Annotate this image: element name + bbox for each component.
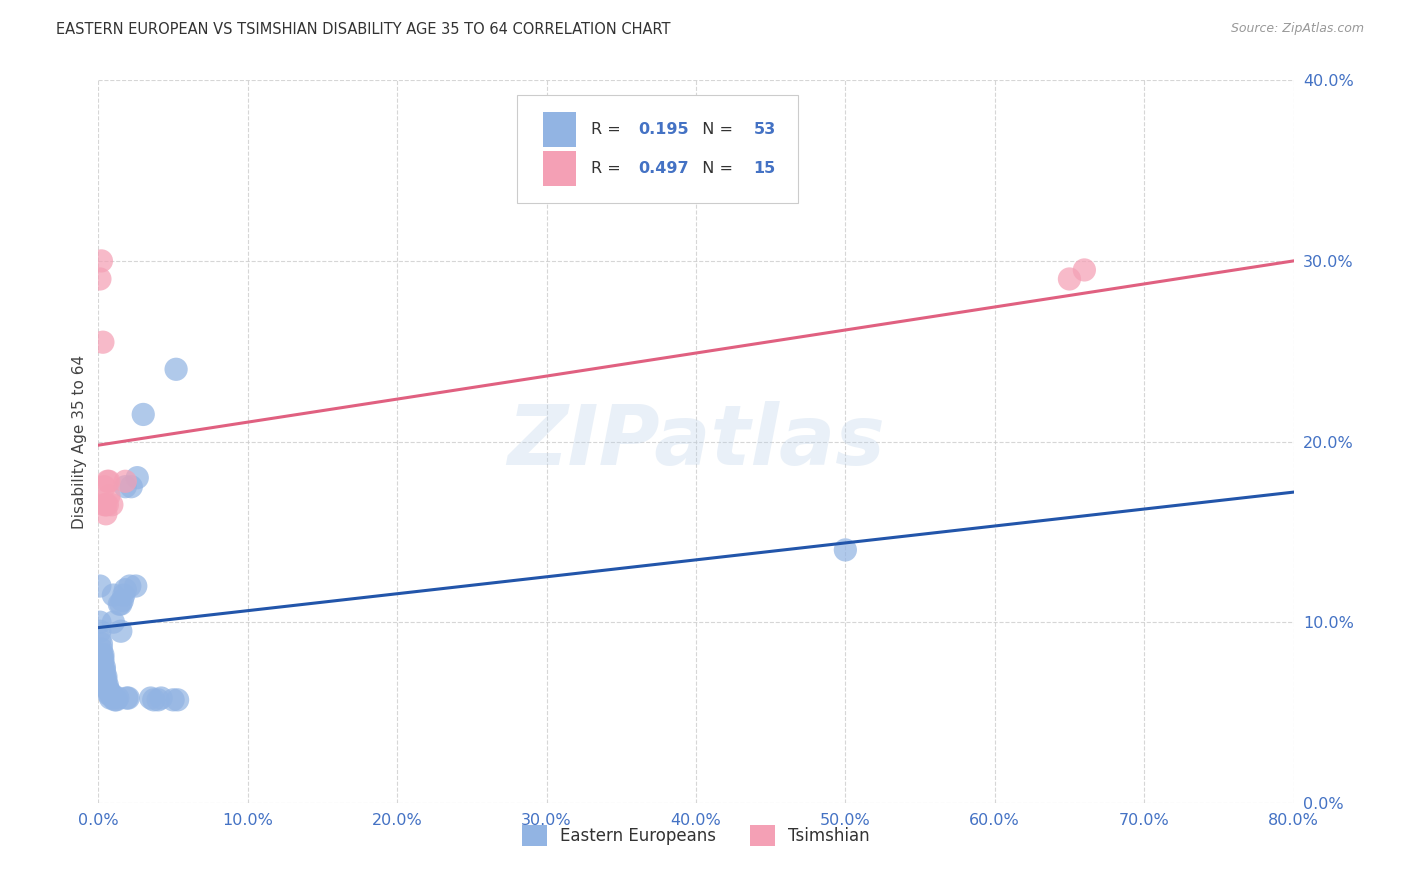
- Point: [107, 691, 129, 706]
- Point: [89, 272, 111, 286]
- Point: [150, 691, 173, 706]
- Point: [96, 678, 118, 692]
- Point: [97, 475, 120, 489]
- Point: [165, 362, 187, 376]
- Point: [93, 498, 115, 512]
- Point: [96, 475, 118, 489]
- Point: [98, 691, 122, 706]
- Point: [94, 507, 117, 521]
- Point: [93, 664, 115, 678]
- Point: [127, 471, 149, 485]
- Point: [112, 588, 135, 602]
- Point: [104, 693, 127, 707]
- Point: [103, 615, 125, 630]
- Text: R =: R =: [591, 122, 626, 136]
- Point: [97, 683, 120, 698]
- Point: [97, 489, 120, 503]
- Text: ZIPatlas: ZIPatlas: [508, 401, 884, 482]
- Point: [96, 681, 118, 696]
- Point: [1059, 272, 1081, 286]
- Y-axis label: Disability Age 35 to 64: Disability Age 35 to 64: [72, 354, 87, 529]
- Point: [101, 498, 124, 512]
- Point: [166, 693, 188, 707]
- Point: [90, 254, 112, 268]
- Text: 0.195: 0.195: [638, 122, 689, 136]
- Point: [103, 588, 125, 602]
- Point: [114, 480, 136, 494]
- Point: [90, 648, 112, 662]
- Point: [111, 593, 134, 607]
- Legend: Eastern Europeans, Tsimshian: Eastern Europeans, Tsimshian: [516, 819, 876, 852]
- FancyBboxPatch shape: [543, 151, 576, 186]
- Text: 53: 53: [754, 122, 776, 136]
- Point: [89, 615, 111, 630]
- Point: [94, 498, 117, 512]
- FancyBboxPatch shape: [517, 95, 797, 203]
- Point: [90, 637, 112, 651]
- Text: R =: R =: [591, 161, 626, 176]
- Point: [132, 408, 155, 422]
- Point: [93, 480, 115, 494]
- Point: [97, 687, 120, 701]
- Point: [94, 678, 117, 692]
- Point: [91, 648, 114, 662]
- Point: [108, 597, 131, 611]
- Point: [117, 691, 139, 706]
- Text: N =: N =: [692, 161, 738, 176]
- Point: [90, 655, 112, 669]
- Point: [105, 693, 128, 707]
- Point: [834, 542, 856, 557]
- Point: [148, 693, 170, 707]
- Point: [1073, 263, 1095, 277]
- Point: [91, 335, 114, 350]
- Point: [101, 687, 124, 701]
- Point: [96, 498, 118, 512]
- Point: [118, 579, 141, 593]
- Point: [89, 579, 111, 593]
- Text: 15: 15: [754, 161, 776, 176]
- Point: [94, 669, 117, 683]
- Point: [115, 691, 138, 706]
- Point: [110, 597, 132, 611]
- Point: [91, 651, 114, 665]
- Point: [125, 579, 148, 593]
- Point: [91, 660, 114, 674]
- Point: [120, 480, 142, 494]
- Point: [142, 693, 165, 707]
- Text: Source: ZipAtlas.com: Source: ZipAtlas.com: [1230, 22, 1364, 36]
- Point: [89, 624, 111, 639]
- Point: [93, 669, 115, 683]
- Point: [89, 633, 111, 648]
- Text: N =: N =: [692, 122, 738, 136]
- Point: [103, 691, 125, 706]
- Point: [91, 655, 114, 669]
- Point: [110, 624, 132, 639]
- Point: [114, 475, 136, 489]
- Point: [162, 693, 184, 707]
- FancyBboxPatch shape: [543, 112, 576, 147]
- Text: EASTERN EUROPEAN VS TSIMSHIAN DISABILITY AGE 35 TO 64 CORRELATION CHART: EASTERN EUROPEAN VS TSIMSHIAN DISABILITY…: [56, 22, 671, 37]
- Point: [139, 691, 162, 706]
- Point: [93, 660, 115, 674]
- Point: [114, 582, 136, 597]
- Point: [94, 673, 117, 687]
- Point: [98, 687, 122, 701]
- Text: 0.497: 0.497: [638, 161, 689, 176]
- Point: [90, 642, 112, 657]
